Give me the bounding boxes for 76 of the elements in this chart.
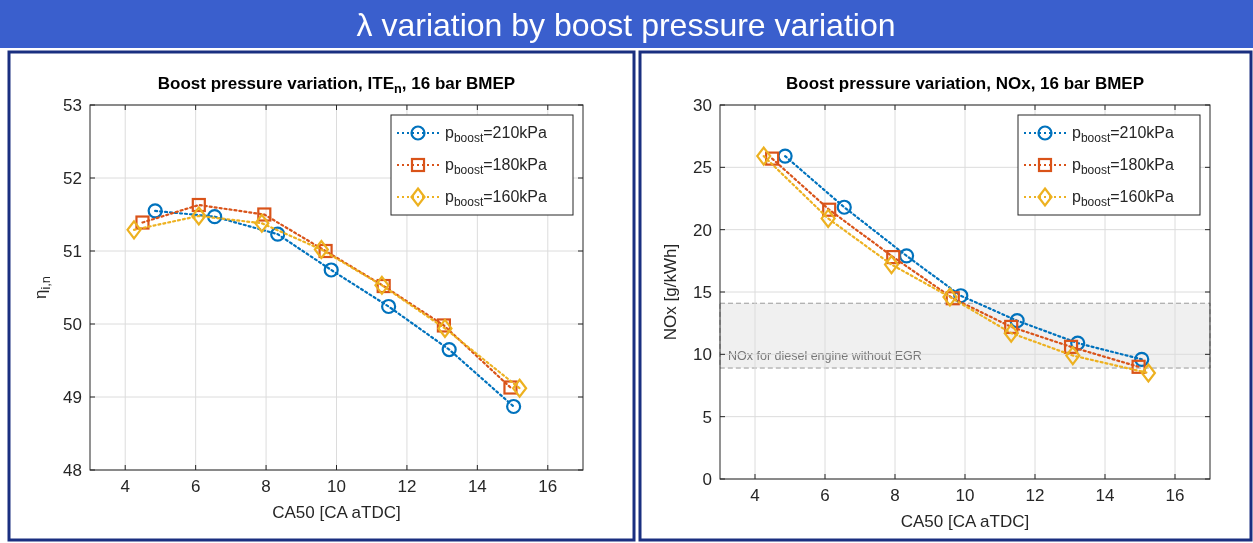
y-tick-label: 20 xyxy=(693,220,712,240)
text: λ variation by boost pressure variation xyxy=(356,7,896,43)
y-tick-label: 48 xyxy=(63,461,82,480)
x-axis-title: CA50 [CA aTDC] xyxy=(900,512,1030,531)
x-tick-label: 6 xyxy=(820,486,830,505)
x-tick-label: 8 xyxy=(890,486,900,505)
legend-label: p$_{boost}$=180kPa xyxy=(1072,156,1174,178)
y-tick-label: 10 xyxy=(693,345,712,365)
point xyxy=(147,203,163,219)
x-tick-label: 4 xyxy=(750,486,760,505)
y-tick-label: 30 xyxy=(693,96,712,115)
point xyxy=(257,207,272,222)
band-label: NOx for diesel engine without EGR xyxy=(728,349,922,364)
point xyxy=(126,220,142,240)
y-tick-label: 52 xyxy=(63,169,82,188)
point xyxy=(1065,345,1081,366)
y-tick-label: 53 xyxy=(63,96,82,115)
point xyxy=(207,209,223,225)
legend-label: p$_{boost}$=210kPa xyxy=(445,124,547,146)
point xyxy=(942,287,958,307)
point xyxy=(1134,351,1150,367)
point xyxy=(1131,359,1146,374)
point xyxy=(254,213,270,233)
point xyxy=(1063,339,1079,354)
legend-label: p$_{boost}$=160kPa xyxy=(1072,188,1174,210)
point xyxy=(191,206,207,226)
chart-title: Boost pressure variation, NOx, 16 bar BMEP xyxy=(785,74,1145,93)
y-tick-label: 50 xyxy=(63,315,82,334)
x-axis-title: CA50 [CA aTDC] xyxy=(272,503,401,522)
point xyxy=(437,318,453,338)
legend-label: p$_{boost}$=180kPa xyxy=(445,156,547,178)
point xyxy=(765,151,780,166)
y-axis-title: NOx [g/kWh] xyxy=(661,243,680,341)
point xyxy=(512,378,528,398)
y-tick-label: 51 xyxy=(63,242,82,261)
point xyxy=(270,226,286,242)
y-tick-label: 25 xyxy=(693,158,712,178)
point xyxy=(1003,323,1019,343)
x-tick-label: 6 xyxy=(190,477,201,496)
point xyxy=(381,298,397,315)
y-tick-label: 0 xyxy=(702,470,712,489)
y-tick-label: 15 xyxy=(693,283,712,302)
point xyxy=(135,215,150,230)
point xyxy=(1004,319,1019,335)
point xyxy=(953,288,969,304)
point xyxy=(756,146,772,166)
point xyxy=(323,262,339,278)
x-tick-label: 16 xyxy=(538,477,558,496)
point xyxy=(503,380,518,395)
legend-label: p$_{boost}$=160kPa xyxy=(445,188,547,210)
point xyxy=(898,248,915,264)
point xyxy=(777,148,793,164)
x-tick-label: 8 xyxy=(261,477,271,496)
point xyxy=(506,398,522,415)
x-tick-label: 10 xyxy=(327,477,346,496)
y-tick-label: 5 xyxy=(702,407,712,427)
point xyxy=(1070,335,1086,351)
legend-label: p$_{boost}$=210kPa xyxy=(1072,124,1174,146)
x-tick-label: 10 xyxy=(955,486,975,505)
point xyxy=(883,254,900,275)
chart-title: Boost pressure variation, ITE$_{n}$, 16 bar BMEP xyxy=(157,74,516,97)
x-tick-label: 14 xyxy=(467,477,487,496)
point xyxy=(191,197,206,213)
point xyxy=(313,239,329,260)
y-tick-label: 49 xyxy=(63,388,82,407)
x-tick-label: 4 xyxy=(120,477,130,496)
point xyxy=(820,208,836,229)
x-tick-label: 12 xyxy=(1025,486,1045,505)
x-tick-label: 12 xyxy=(397,477,417,496)
point xyxy=(1009,313,1025,329)
x-tick-label: 14 xyxy=(1095,486,1115,505)
point xyxy=(1140,363,1156,383)
point xyxy=(836,199,852,215)
point xyxy=(822,202,837,217)
x-tick-label: 16 xyxy=(1165,486,1185,505)
point xyxy=(441,341,457,358)
